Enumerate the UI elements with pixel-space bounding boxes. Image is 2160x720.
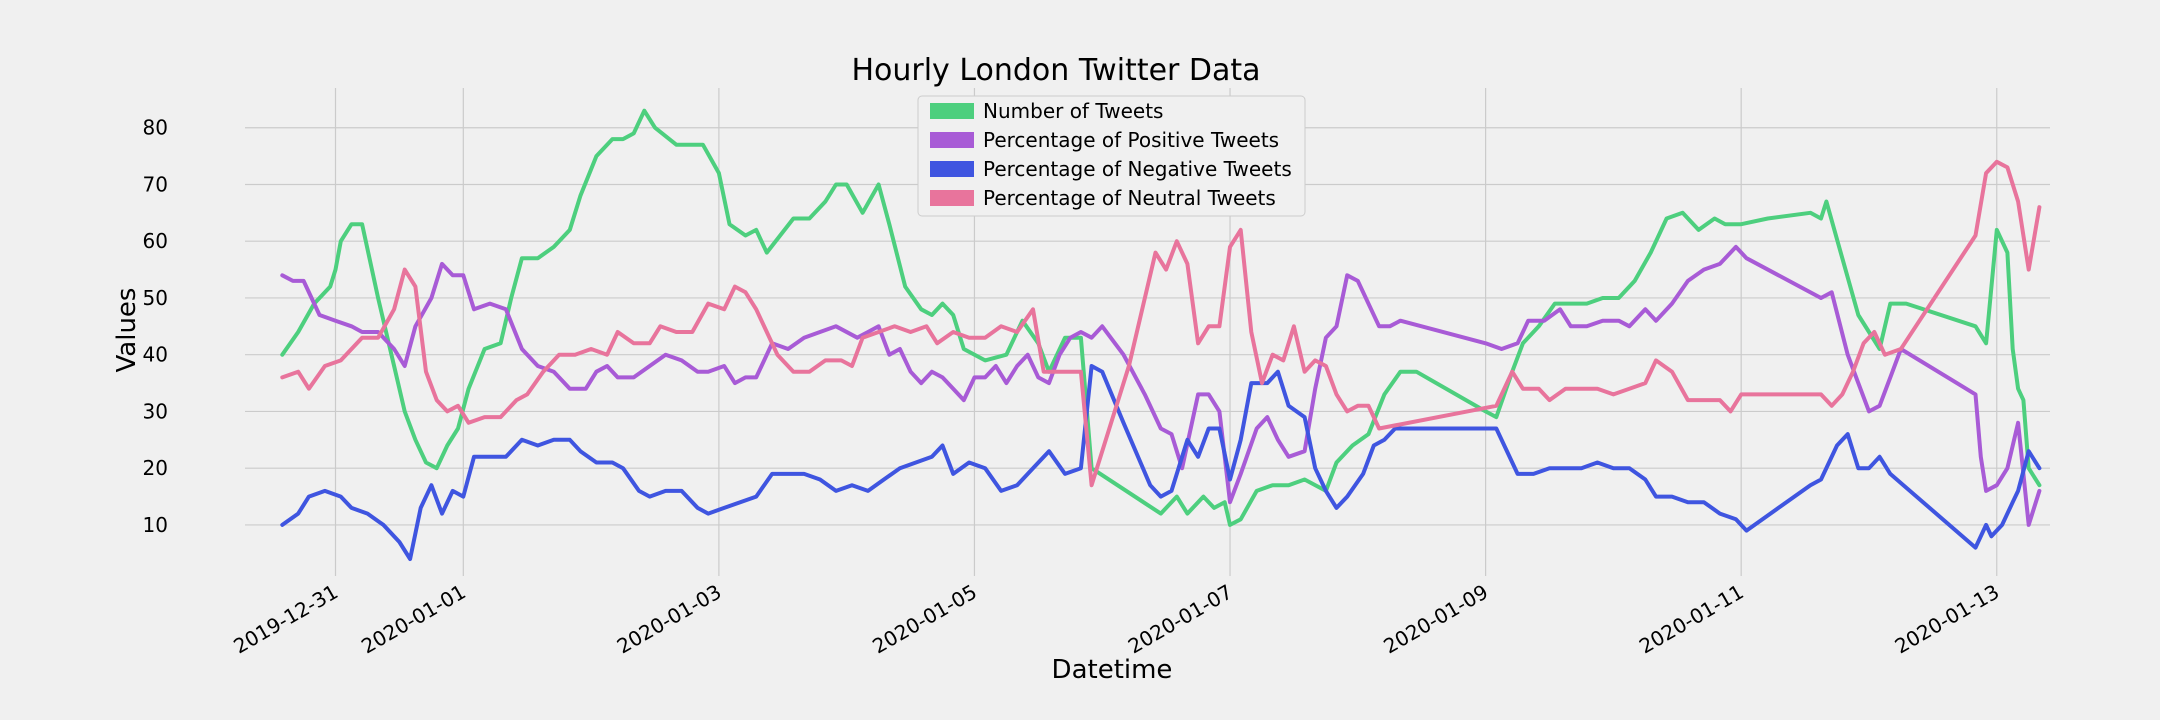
y-tick-label: 50 [143,286,168,310]
legend-label: Number of Tweets [983,99,1163,123]
chart-title: Hourly London Twitter Data [851,53,1260,88]
legend-swatch [930,132,974,148]
series-line-3 [280,364,2042,561]
legend-swatch [930,161,974,177]
grid [245,88,2050,576]
y-tick-label: 10 [143,513,168,537]
legend-box [917,95,1306,217]
y-tick-label: 30 [143,399,168,423]
y-axis-ticks: 10 20 30 40 50 60 70 80 [143,116,168,537]
legend-swatch [930,190,974,206]
series-line-4 [280,159,2042,488]
y-axis-label: Values [112,288,142,373]
legend-label: Percentage of Negative Tweets [983,157,1292,181]
y-tick-label: 70 [143,172,168,196]
y-tick-label: 80 [143,116,168,140]
legend-label: Percentage of Neutral Tweets [983,186,1276,210]
x-axis-label: Datetime [1052,655,1173,685]
y-tick-label: 40 [143,343,168,367]
legend-swatch [930,103,974,119]
y-tick-label: 20 [143,456,168,480]
series-lines [280,108,2042,561]
legend: Number of Tweets Percentage of Positive T… [917,95,1306,217]
legend-label: Percentage of Positive Tweets [983,128,1279,152]
y-tick-label: 60 [143,229,168,253]
series-line-2 [280,244,2042,527]
